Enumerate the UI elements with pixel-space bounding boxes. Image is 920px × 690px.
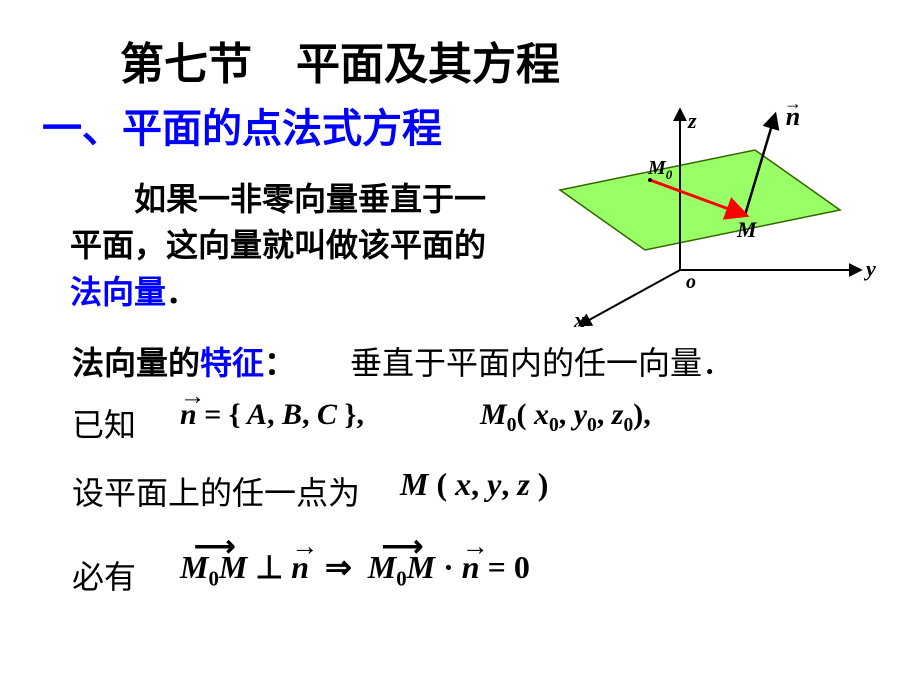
known-formula-n: n = { A, B, C }, <box>180 398 364 432</box>
intro-text-2: ． <box>166 274 198 310</box>
intro-text-1: 如果一非零向量垂直于一平面，这向量就叫做该平面的 <box>70 181 486 263</box>
vector-n-1: n <box>291 549 309 586</box>
feature-pre: 法向量的 <box>72 345 200 381</box>
x-axis <box>580 270 680 325</box>
must-formula: M0M ⊥ n ⇒ M0M · n = 0 <box>180 548 530 591</box>
coordinate-diagram: z y x o → n M0 M <box>520 90 880 330</box>
x-axis-label: x <box>573 307 585 330</box>
n-vector-label: n <box>786 102 800 131</box>
intro-normal-vector-term: 法向量 <box>70 274 166 310</box>
feature-label: 法向量的特征： <box>72 338 296 384</box>
origin-label: o <box>686 271 696 293</box>
vector-n-2: n <box>462 549 480 586</box>
page-title: 第七节 平面及其方程 <box>120 28 560 92</box>
m-point-label: M <box>736 217 758 242</box>
let-formula: M ( x, y, z ) <box>400 466 548 503</box>
z-axis-label: z <box>687 108 697 133</box>
let-label: 设平面上的任一点为 <box>72 468 360 514</box>
feature-post: ： <box>264 345 296 381</box>
y-axis-label: y <box>863 256 876 281</box>
feature-blue: 特征 <box>200 345 264 381</box>
vector-m0m-2: M0M <box>368 549 435 591</box>
vector-n-symbol: n <box>180 398 197 432</box>
must-label: 必有 <box>72 552 136 598</box>
intro-paragraph: 如果一非零向量垂直于一平面，这向量就叫做该平面的法向量． <box>70 176 500 315</box>
vector-m0m-1: M0M <box>180 549 247 591</box>
m0-point-label: M0 <box>647 157 673 182</box>
known-label: 已知 <box>72 400 136 446</box>
feature-description: 垂直于平面内的任一向量． <box>350 338 734 384</box>
section-heading: 一、平面的点法式方程 <box>42 96 442 154</box>
known-formula-m0: M0( x0, y0, z0), <box>480 398 651 437</box>
